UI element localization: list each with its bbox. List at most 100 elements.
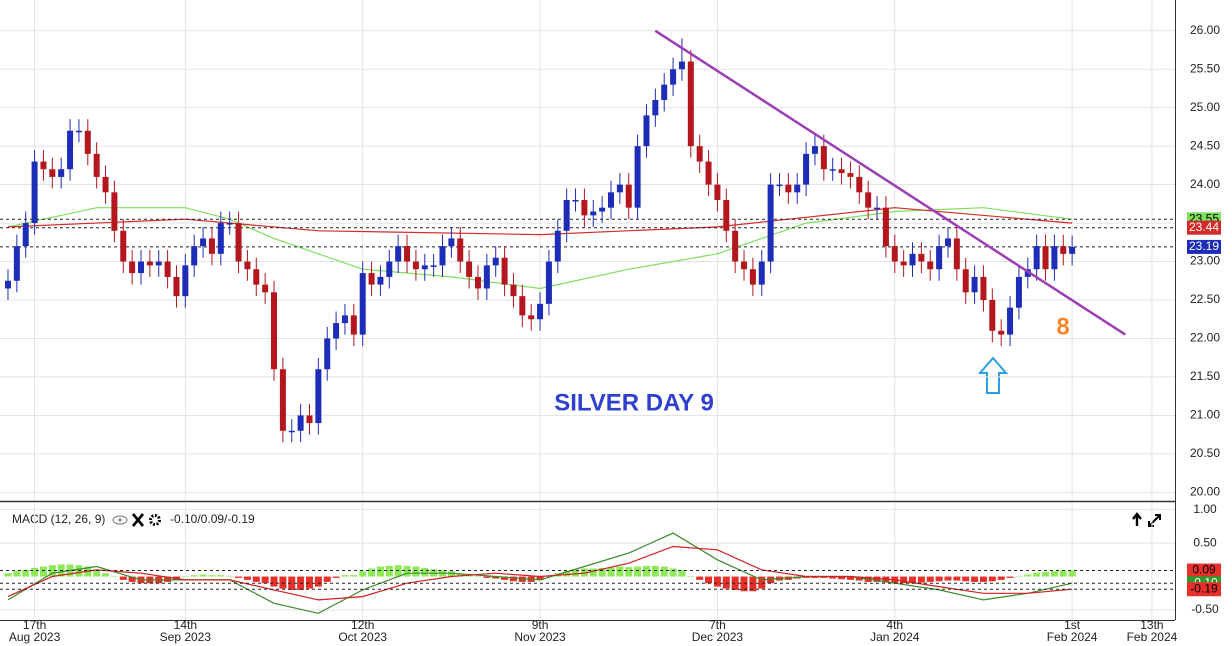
x-tick-label: 7th [709,618,726,632]
candle-body [208,238,215,254]
histogram-bar [917,576,925,583]
histogram-bar [669,568,677,577]
candle-body [457,238,464,262]
candle-body [608,192,614,208]
x-tick-label: Feb 2024 [1047,630,1098,644]
histogram-bar [563,571,571,577]
histogram-bar [713,576,721,587]
candle-body [75,130,82,133]
candle-body [49,169,56,177]
histogram-bar [660,566,668,577]
candle-body [758,261,765,285]
histogram-bar [634,566,642,577]
x-tick-label: 9th [532,618,549,632]
candle-body [430,265,437,267]
candle-body [297,415,304,431]
macd-icons [112,512,1161,527]
histogram-bar [935,576,943,582]
candle-body [492,257,499,266]
histogram-bar [838,576,846,580]
candle-body [767,184,774,262]
candle-body [421,265,428,270]
histogram-bar [829,576,837,579]
histogram-bar [687,576,695,578]
candle-body [377,276,384,285]
candle-body [1024,269,1031,277]
candle-body [439,246,446,266]
move-up-icon[interactable] [1132,512,1142,526]
annotation: SILVER DAY 9 [554,389,714,416]
candle-body [200,238,207,247]
histogram-bar [820,576,828,578]
x-tick-label: Aug 2023 [9,630,61,644]
up-arrow [977,356,1009,394]
histogram-bar [119,576,127,580]
y-tick-label: 22.50 [1190,292,1220,306]
candle-body [120,230,127,262]
candle-body [785,184,792,193]
histogram-bar [696,576,704,580]
histogram-bar [305,576,313,589]
candle-body [448,238,455,247]
close-icon[interactable] [132,513,144,527]
histogram-bar [199,574,207,577]
y-tick-label: 24.50 [1190,138,1220,152]
price-tag-label: 0.09 [1192,563,1216,577]
histogram-bar [314,576,322,587]
histogram-bar [705,576,713,584]
histogram-bar [421,567,429,577]
candle-body [820,146,827,170]
histogram-bar [39,566,47,577]
histogram-bar [31,567,39,577]
candle-body [803,153,810,185]
x-tick-label: Nov 2023 [514,630,566,644]
price-tag [1187,220,1221,235]
candle-body [341,315,348,324]
y-tick-label: 24.00 [1190,177,1220,191]
candle-body [13,246,20,281]
histogram-bar [1015,576,1023,578]
histogram-bar [598,567,606,577]
candle-body [333,323,340,339]
histogram-bar [572,569,580,577]
candle-body [271,292,278,370]
candle-body [900,261,907,266]
candle-body [545,261,552,304]
candle-body [510,284,517,297]
histogram-bar [13,571,21,577]
histogram-bar [642,565,650,577]
candle-body [1015,276,1022,308]
settings-icon[interactable] [149,514,161,526]
candle-body [989,300,996,331]
histogram-bar [403,565,411,577]
price-tag [1187,239,1221,254]
candle-body [138,261,144,274]
histogram-bar [988,576,996,582]
candle-body [244,261,251,270]
eye-icon[interactable] [112,515,128,525]
histogram-bar [678,569,686,577]
candle-body [865,192,872,208]
histogram-bar [536,576,544,580]
histogram-bar [412,566,420,577]
histogram-bar [4,573,12,577]
histogram-bar [474,576,482,578]
histogram-bar [22,569,30,577]
histogram-bar [509,576,517,582]
candle-body [1069,246,1076,254]
x-tick-label: 13th [1140,618,1163,632]
histogram-bar [501,576,509,580]
histogram-bar [767,576,775,584]
candle-body [616,184,623,193]
y-tick-label: 0.50 [1193,535,1217,549]
candle-body [723,200,730,231]
histogram-bar [128,576,136,582]
candle-body [217,223,224,254]
candle-body [1007,307,1014,335]
y-tick-label: 26.00 [1190,23,1220,37]
candle-body [705,161,712,185]
candle-body [670,69,677,85]
candle-body [84,130,91,154]
histogram-bar [1006,576,1014,578]
